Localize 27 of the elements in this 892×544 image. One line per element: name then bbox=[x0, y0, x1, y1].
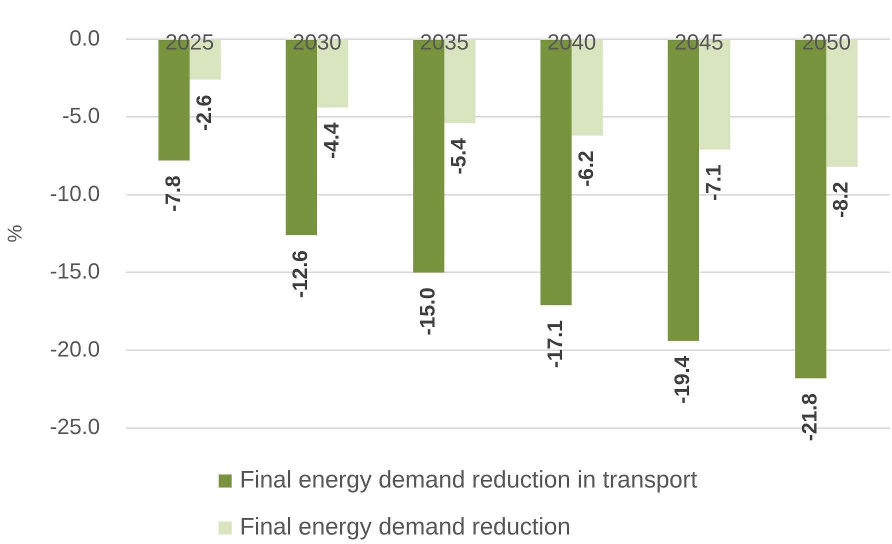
y-tick-label: -20.0 bbox=[50, 336, 100, 362]
y-tick-label: -5.0 bbox=[62, 103, 100, 128]
data-label: -15.0 bbox=[416, 287, 440, 336]
x-tick-label: 2035 bbox=[420, 29, 469, 54]
data-label: -4.4 bbox=[320, 122, 344, 159]
x-tick-label: 2050 bbox=[802, 29, 851, 54]
data-label: -17.1 bbox=[544, 320, 567, 368]
y-tick-label: -15.0 bbox=[50, 258, 100, 284]
x-tick-label: 2025 bbox=[165, 29, 214, 54]
data-label: -7.1 bbox=[702, 164, 726, 201]
x-tick-label: 2030 bbox=[292, 29, 342, 54]
x-tick-label: 2045 bbox=[674, 29, 724, 54]
x-tick-label: 2040 bbox=[547, 29, 596, 54]
data-label: -19.4 bbox=[671, 356, 694, 404]
data-label: -8.2 bbox=[830, 182, 853, 218]
y-axis-title: % bbox=[4, 224, 27, 242]
data-label: -6.2 bbox=[575, 150, 598, 187]
data-label: -12.6 bbox=[289, 250, 312, 298]
data-label: -21.8 bbox=[798, 392, 822, 442]
data-label: -2.6 bbox=[193, 94, 216, 131]
data-label: -5.4 bbox=[448, 138, 471, 174]
data-label: -7.8 bbox=[162, 175, 185, 212]
y-tick-label: 0.0 bbox=[69, 25, 100, 50]
legend-label: Final energy demand reduction bbox=[240, 514, 571, 541]
y-tick-label: -25.0 bbox=[50, 414, 100, 440]
y-tick-label: -10.0 bbox=[50, 180, 100, 206]
legend-label: Final energy demand reduction in transport bbox=[240, 466, 698, 494]
